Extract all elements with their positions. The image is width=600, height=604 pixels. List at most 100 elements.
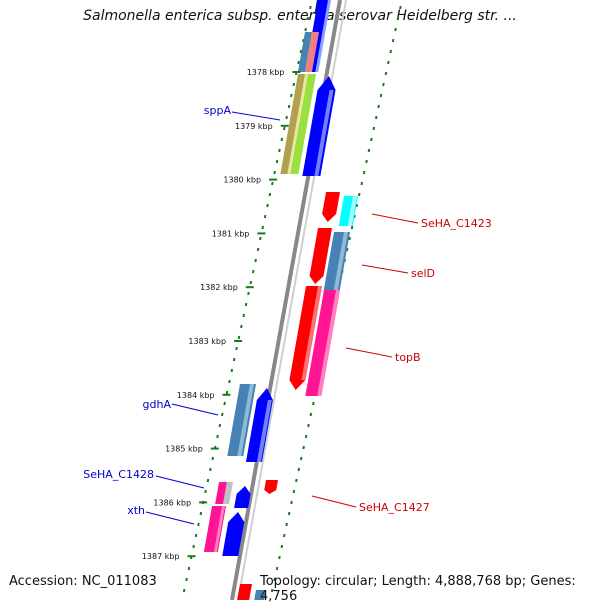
gene-sppa[interactable] xyxy=(280,74,316,174)
gene-cyan[interactable] xyxy=(338,196,358,226)
guide-dot xyxy=(278,148,281,153)
label-topb[interactable]: topB xyxy=(395,351,421,364)
guide-dot xyxy=(345,247,349,252)
gene-seha-c1428-magenta[interactable] xyxy=(215,482,227,504)
guide-dot xyxy=(240,324,243,329)
guide-dot xyxy=(300,456,303,461)
guide-dot xyxy=(192,544,195,549)
guide-dot xyxy=(287,104,291,109)
guide-dot xyxy=(307,423,310,428)
guide-dot xyxy=(261,225,264,230)
guide-dot xyxy=(197,522,200,527)
guide-dot xyxy=(249,280,253,285)
guide-dot xyxy=(302,445,305,450)
guide-dot xyxy=(273,577,276,582)
left-labels: sppA gdhA SeHA_C1428 xth xyxy=(83,104,281,525)
gene-top-steelblue[interactable] xyxy=(297,32,312,72)
guide-dot xyxy=(350,225,354,230)
gene-seha-c1428-gray[interactable] xyxy=(223,482,233,504)
guide-dot xyxy=(242,313,245,318)
tick-label: 1380 kbp xyxy=(223,176,261,185)
gene-red-long[interactable] xyxy=(288,286,322,390)
gene-topb[interactable] xyxy=(305,290,340,396)
guide-dot xyxy=(394,27,397,32)
guide-dot xyxy=(365,159,368,164)
guide-dot xyxy=(223,401,226,406)
gene-xth[interactable] xyxy=(222,512,246,556)
guide-dot xyxy=(230,368,234,373)
gene-gdha[interactable] xyxy=(245,388,275,462)
gene-xth-magenta[interactable] xyxy=(203,506,226,552)
guide-dot xyxy=(263,214,267,219)
guide-dot xyxy=(304,434,308,439)
guide-dot xyxy=(379,93,383,98)
gene-seha-c1423[interactable] xyxy=(321,192,340,222)
guide-dot xyxy=(384,71,388,76)
guide-dot xyxy=(348,236,351,241)
tick-label: 1381 kbp xyxy=(212,229,250,238)
guide-dot xyxy=(266,203,269,208)
guide-dot xyxy=(232,357,236,362)
gene-seld[interactable] xyxy=(323,232,350,290)
guide-dot xyxy=(271,181,274,186)
guide-dot xyxy=(252,269,255,274)
guide-dot xyxy=(367,148,371,153)
guide-dot xyxy=(280,137,284,142)
guide-dot xyxy=(283,126,286,131)
label-seld[interactable]: selD xyxy=(411,267,435,280)
guide-dot xyxy=(182,588,186,593)
label-sppa[interactable]: sppA xyxy=(204,104,232,117)
guide-dot xyxy=(389,49,392,54)
guide-dot xyxy=(235,346,238,351)
gene-blue-1379[interactable] xyxy=(302,76,338,176)
guide-dot xyxy=(278,555,281,560)
guide-dot xyxy=(362,170,366,175)
guide-dot xyxy=(270,588,274,593)
gene-gdha-steelblue[interactable] xyxy=(227,384,256,456)
gene-top-salmon[interactable] xyxy=(304,32,319,72)
guide-dot xyxy=(306,16,310,21)
label-seha-c1427[interactable]: SeHA_C1427 xyxy=(359,501,430,514)
guide-dot xyxy=(273,170,276,175)
guide-dot xyxy=(292,82,295,87)
guide-dot xyxy=(211,456,214,461)
label-seha-c1428[interactable]: SeHA_C1428 xyxy=(83,468,154,481)
gene-bottom-blue[interactable] xyxy=(253,590,266,600)
guide-dot xyxy=(295,478,298,483)
guide-dot xyxy=(218,423,222,428)
gene-seha-c1427[interactable] xyxy=(264,480,278,494)
genome-title: Salmonella enterica subsp. enterica sero… xyxy=(83,8,517,24)
guide-dot xyxy=(199,511,203,516)
guide-dot xyxy=(297,60,300,65)
guide-dot xyxy=(375,115,378,120)
guide-dot xyxy=(387,60,390,65)
guide-dot xyxy=(287,511,291,516)
guide-dot xyxy=(377,104,380,109)
gene-seld-red[interactable] xyxy=(308,228,332,284)
guide-dot xyxy=(256,247,260,252)
label-seha-c1423[interactable]: SeHA_C1423 xyxy=(421,217,492,230)
guide-dot xyxy=(187,566,191,571)
guide-dot xyxy=(399,5,402,10)
guide-dot xyxy=(194,533,198,538)
tick-label: 1384 kbp xyxy=(177,391,215,400)
guide-dot xyxy=(209,467,212,472)
tick-label: 1378 kbp xyxy=(247,68,285,77)
gene-bottom-red[interactable] xyxy=(236,584,252,600)
label-xth[interactable]: xth xyxy=(127,504,145,517)
guide-dot xyxy=(358,192,361,197)
guide-dot xyxy=(280,544,284,549)
guide-dot xyxy=(297,467,300,472)
guide-dot xyxy=(382,82,385,87)
label-gdha[interactable]: gdhA xyxy=(143,398,172,411)
guide-dot xyxy=(302,38,305,43)
guide-dot xyxy=(185,577,188,582)
guide-dot xyxy=(254,258,257,263)
right-labels: SeHA_C1423 selD topB SeHA_C1427 xyxy=(311,213,492,514)
gene-small-blue[interactable] xyxy=(234,486,252,508)
guide-dot xyxy=(312,401,315,406)
kbp-ticks: 1378 kbp 1379 kbp 1380 kbp 1381 kbp 1382 kbp… xyxy=(142,68,301,561)
guide-dot xyxy=(285,522,288,527)
guide-dot xyxy=(370,137,373,142)
